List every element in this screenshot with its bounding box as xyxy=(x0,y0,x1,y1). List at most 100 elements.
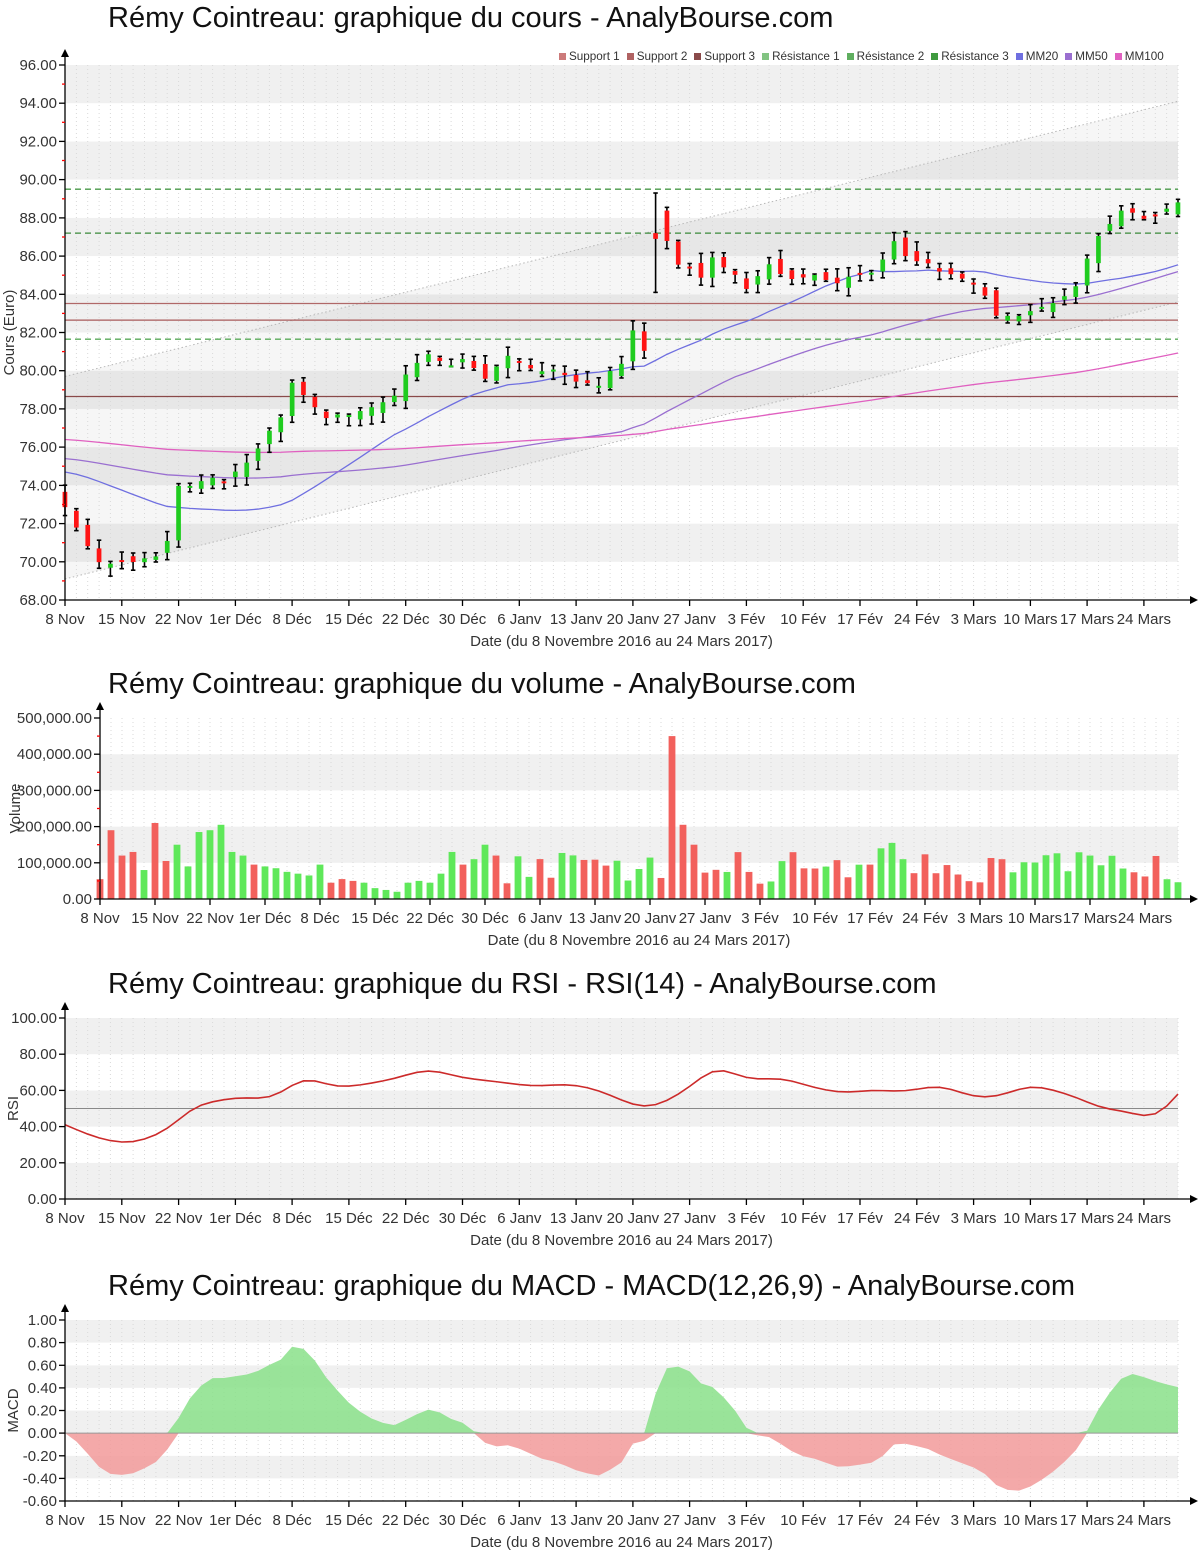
svg-text:22 Déc: 22 Déc xyxy=(382,611,430,628)
svg-text:1er Déc: 1er Déc xyxy=(209,1512,262,1529)
svg-text:100.00: 100.00 xyxy=(11,1010,57,1027)
svg-text:15 Déc: 15 Déc xyxy=(325,1512,373,1529)
svg-text:24 Mars: 24 Mars xyxy=(1117,1210,1171,1227)
svg-text:30 Déc: 30 Déc xyxy=(439,611,487,628)
svg-text:400,000.00: 400,000.00 xyxy=(17,746,92,763)
svg-text:24 Fév: 24 Fév xyxy=(894,611,940,628)
svg-text:27 Janv: 27 Janv xyxy=(663,1512,716,1529)
svg-text:30 Déc: 30 Déc xyxy=(439,1210,487,1227)
svg-text:15 Nov: 15 Nov xyxy=(98,1512,146,1529)
svg-text:30 Déc: 30 Déc xyxy=(461,910,509,927)
svg-text:92.00: 92.00 xyxy=(19,133,57,150)
svg-text:8 Nov: 8 Nov xyxy=(45,1512,85,1529)
svg-text:20 Janv: 20 Janv xyxy=(607,1210,660,1227)
svg-text:15 Nov: 15 Nov xyxy=(98,611,146,628)
svg-text:13 Janv: 13 Janv xyxy=(550,1512,603,1529)
svg-text:90.00: 90.00 xyxy=(19,172,57,189)
svg-text:6 Janv: 6 Janv xyxy=(497,1512,542,1529)
svg-text:1.00: 1.00 xyxy=(28,1312,57,1329)
svg-text:8 Déc: 8 Déc xyxy=(273,611,313,628)
svg-text:20 Janv: 20 Janv xyxy=(607,1512,660,1529)
svg-text:3 Fév: 3 Fév xyxy=(728,1512,766,1529)
svg-text:17 Fév: 17 Fév xyxy=(837,1512,883,1529)
svg-text:13 Janv: 13 Janv xyxy=(569,910,622,927)
svg-text:70.00: 70.00 xyxy=(19,554,57,571)
svg-text:24 Fév: 24 Fév xyxy=(894,1512,940,1529)
svg-text:3 Mars: 3 Mars xyxy=(951,611,997,628)
svg-text:13 Janv: 13 Janv xyxy=(550,611,603,628)
svg-text:500,000.00: 500,000.00 xyxy=(17,710,92,727)
svg-text:30 Déc: 30 Déc xyxy=(439,1512,487,1529)
svg-text:74.00: 74.00 xyxy=(19,477,57,494)
svg-text:24 Fév: 24 Fév xyxy=(902,910,948,927)
svg-text:10 Mars: 10 Mars xyxy=(1008,910,1062,927)
svg-text:17 Fév: 17 Fév xyxy=(837,611,883,628)
svg-text:MACD: MACD xyxy=(5,1388,22,1432)
svg-text:22 Nov: 22 Nov xyxy=(186,910,234,927)
svg-text:20 Janv: 20 Janv xyxy=(624,910,677,927)
svg-text:22 Nov: 22 Nov xyxy=(155,611,203,628)
svg-text:3 Fév: 3 Fév xyxy=(728,1210,766,1227)
svg-text:20.00: 20.00 xyxy=(19,1155,57,1172)
svg-text:8 Déc: 8 Déc xyxy=(300,910,340,927)
svg-text:0.00: 0.00 xyxy=(28,1191,57,1208)
svg-text:3 Fév: 3 Fév xyxy=(728,611,766,628)
svg-text:0.00: 0.00 xyxy=(28,1425,57,1442)
svg-text:80.00: 80.00 xyxy=(19,1046,57,1063)
svg-text:3 Mars: 3 Mars xyxy=(957,910,1003,927)
svg-text:Date (du 8 Novembre 2016 au 24: Date (du 8 Novembre 2016 au 24 Mars 2017… xyxy=(470,1232,773,1249)
svg-text:78.00: 78.00 xyxy=(19,401,57,418)
svg-text:1er Déc: 1er Déc xyxy=(209,611,262,628)
svg-text:60.00: 60.00 xyxy=(19,1082,57,1099)
svg-text:17 Fév: 17 Fév xyxy=(847,910,893,927)
svg-text:15 Nov: 15 Nov xyxy=(131,910,179,927)
svg-text:0.40: 0.40 xyxy=(28,1380,57,1397)
svg-text:Volume: Volume xyxy=(7,783,24,833)
svg-text:6 Janv: 6 Janv xyxy=(518,910,563,927)
svg-text:24 Fév: 24 Fév xyxy=(894,1210,940,1227)
svg-text:27 Janv: 27 Janv xyxy=(679,910,732,927)
svg-text:88.00: 88.00 xyxy=(19,210,57,227)
svg-text:Date (du 8 Novembre 2016 au 24: Date (du 8 Novembre 2016 au 24 Mars 2017… xyxy=(488,932,791,949)
svg-text:100,000.00: 100,000.00 xyxy=(17,855,92,872)
svg-text:17 Mars: 17 Mars xyxy=(1060,1210,1114,1227)
svg-text:17 Mars: 17 Mars xyxy=(1060,611,1114,628)
svg-text:3 Mars: 3 Mars xyxy=(951,1210,997,1227)
svg-text:22 Déc: 22 Déc xyxy=(382,1512,430,1529)
svg-text:15 Nov: 15 Nov xyxy=(98,1210,146,1227)
svg-text:27 Janv: 27 Janv xyxy=(663,611,716,628)
svg-text:76.00: 76.00 xyxy=(19,439,57,456)
svg-text:8 Nov: 8 Nov xyxy=(45,611,85,628)
svg-text:72.00: 72.00 xyxy=(19,516,57,533)
svg-text:80.00: 80.00 xyxy=(19,363,57,380)
svg-text:8 Déc: 8 Déc xyxy=(273,1512,313,1529)
svg-text:1er Déc: 1er Déc xyxy=(239,910,292,927)
svg-text:24 Mars: 24 Mars xyxy=(1117,611,1171,628)
svg-text:6 Janv: 6 Janv xyxy=(497,611,542,628)
svg-text:-0.60: -0.60 xyxy=(23,1493,57,1510)
svg-text:17 Mars: 17 Mars xyxy=(1063,910,1117,927)
svg-text:22 Déc: 22 Déc xyxy=(406,910,454,927)
svg-text:10 Mars: 10 Mars xyxy=(1003,1210,1057,1227)
svg-text:300,000.00: 300,000.00 xyxy=(17,782,92,799)
svg-text:17 Mars: 17 Mars xyxy=(1060,1512,1114,1529)
svg-text:8 Nov: 8 Nov xyxy=(45,1210,85,1227)
svg-text:82.00: 82.00 xyxy=(19,325,57,342)
svg-text:86.00: 86.00 xyxy=(19,248,57,265)
svg-text:8 Nov: 8 Nov xyxy=(80,910,120,927)
svg-text:10 Fév: 10 Fév xyxy=(780,611,826,628)
svg-text:0.20: 0.20 xyxy=(28,1403,57,1420)
svg-text:-0.20: -0.20 xyxy=(23,1448,57,1465)
svg-text:15 Déc: 15 Déc xyxy=(351,910,399,927)
svg-text:Date (du 8 Novembre 2016 au 24: Date (du 8 Novembre 2016 au 24 Mars 2017… xyxy=(470,633,773,650)
svg-text:15 Déc: 15 Déc xyxy=(325,1210,373,1227)
svg-text:40.00: 40.00 xyxy=(19,1119,57,1136)
svg-text:22 Nov: 22 Nov xyxy=(155,1210,203,1227)
svg-text:15 Déc: 15 Déc xyxy=(325,611,373,628)
svg-text:1er Déc: 1er Déc xyxy=(209,1210,262,1227)
svg-text:0.00: 0.00 xyxy=(63,891,92,908)
svg-text:Date (du 8 Novembre 2016 au 24: Date (du 8 Novembre 2016 au 24 Mars 2017… xyxy=(470,1534,773,1550)
svg-text:10 Fév: 10 Fév xyxy=(780,1210,826,1227)
svg-text:0.80: 0.80 xyxy=(28,1335,57,1352)
svg-text:10 Fév: 10 Fév xyxy=(780,1512,826,1529)
